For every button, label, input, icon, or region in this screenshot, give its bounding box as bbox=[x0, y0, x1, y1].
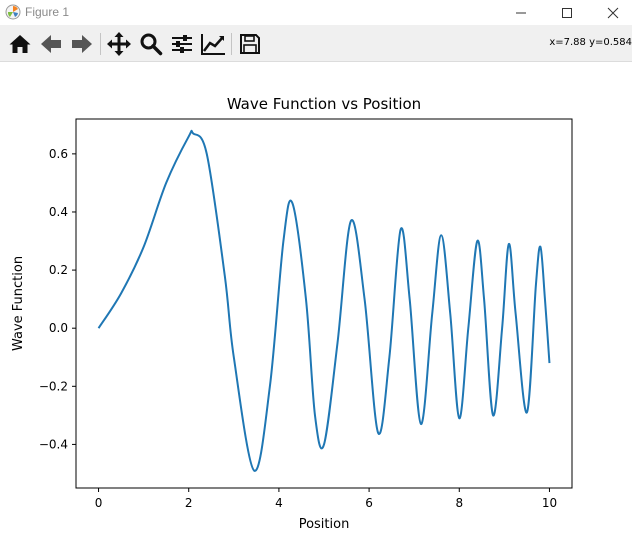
zoom-icon bbox=[140, 33, 163, 56]
forward-button[interactable] bbox=[69, 31, 95, 57]
configure-subplots-button[interactable] bbox=[169, 31, 195, 57]
toolbar-separator bbox=[100, 33, 101, 55]
title-bar: Figure 1 bbox=[0, 0, 632, 25]
matplotlib-icon bbox=[5, 4, 21, 24]
y-tick-label: 0.4 bbox=[49, 205, 68, 219]
save-button[interactable] bbox=[237, 31, 263, 57]
toolbar-separator bbox=[231, 33, 232, 55]
edit-axis-icon bbox=[201, 34, 225, 55]
y-tick-label: −0.4 bbox=[39, 437, 68, 451]
y-tick-label: −0.2 bbox=[39, 379, 68, 393]
pan-icon bbox=[107, 32, 131, 56]
chart-title: Wave Function vs Position bbox=[227, 95, 421, 113]
zoom-button[interactable] bbox=[138, 31, 164, 57]
close-icon bbox=[607, 7, 619, 18]
navigation-toolbar: x=7.88 y=0.584 bbox=[0, 25, 632, 62]
plot-area bbox=[75, 118, 573, 489]
edit-axis-button[interactable] bbox=[200, 31, 226, 57]
maximize-button[interactable] bbox=[544, 0, 590, 25]
figure-canvas[interactable]: Wave Function vs Position 0 2 4 6 8 10 −0.4 −0… bbox=[0, 62, 632, 536]
maximize-icon bbox=[562, 7, 572, 18]
y-axis: −0.4 −0.2 0.0 0.2 0.4 0.6 bbox=[39, 147, 76, 451]
y-tick-label: 0.2 bbox=[49, 263, 68, 277]
back-button[interactable] bbox=[38, 31, 64, 57]
y-tick-label: 0.0 bbox=[49, 321, 68, 335]
x-axis-label: Position bbox=[299, 517, 350, 532]
x-tick-label: 2 bbox=[185, 496, 193, 510]
x-axis: 0 2 4 6 8 10 bbox=[95, 488, 557, 510]
coordinate-readout: x=7.88 y=0.584 bbox=[549, 37, 632, 48]
minimize-button[interactable] bbox=[498, 0, 544, 25]
x-tick-label: 8 bbox=[455, 496, 463, 510]
window-title: Figure 1 bbox=[25, 5, 70, 19]
series-line bbox=[97, 129, 551, 472]
back-icon bbox=[41, 35, 61, 53]
forward-icon bbox=[72, 35, 92, 53]
x-tick-label: 6 bbox=[365, 496, 373, 510]
line-chart: Wave Function vs Position 0 2 4 6 8 10 −0.4−0… bbox=[11, 95, 573, 532]
pan-button[interactable] bbox=[106, 31, 132, 57]
home-button[interactable] bbox=[7, 31, 33, 57]
home-icon bbox=[9, 35, 31, 53]
x-tick-label: 10 bbox=[542, 496, 557, 510]
minimize-icon bbox=[516, 12, 526, 13]
close-button[interactable] bbox=[590, 0, 632, 25]
configure-subplots-icon bbox=[172, 35, 192, 53]
x-tick-label: 0 bbox=[95, 496, 103, 510]
save-icon bbox=[240, 34, 260, 54]
x-tick-label: 4 bbox=[275, 496, 283, 510]
y-tick-label: 0.6 bbox=[49, 147, 68, 161]
y-axis-label: Wave Function bbox=[11, 256, 26, 351]
